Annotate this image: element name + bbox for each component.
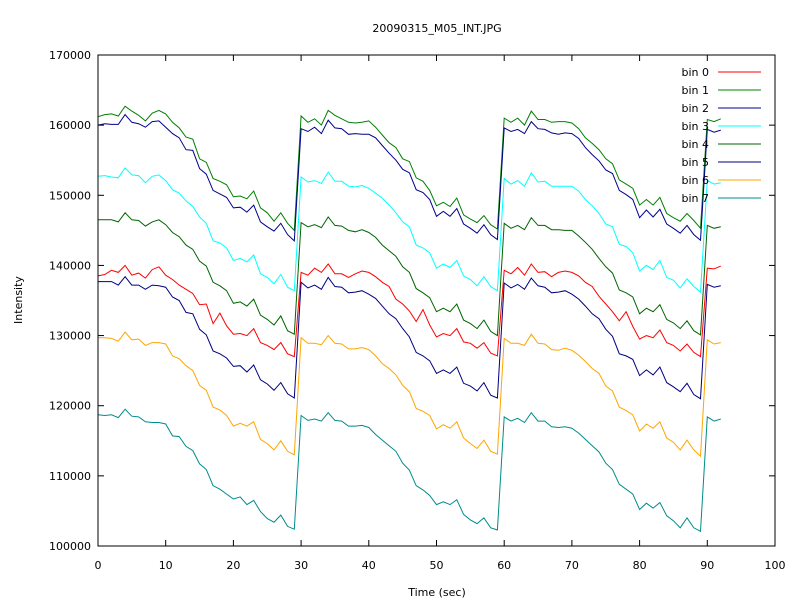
legend-label-bin-1: bin 1 <box>681 84 709 97</box>
series-line-bin-1 <box>97 105 721 232</box>
legend-label-bin-2: bin 2 <box>681 102 709 115</box>
series-line-bin-7 <box>97 408 721 533</box>
legend-label-bin-5: bin 5 <box>681 156 709 169</box>
x-tick-label: 40 <box>362 559 376 572</box>
series-layer <box>97 105 721 533</box>
x-tick-label: 10 <box>159 559 173 572</box>
legend-label-bin-0: bin 0 <box>681 66 709 79</box>
legend-label-bin-6: bin 6 <box>681 174 709 187</box>
legend-label-bin-4: bin 4 <box>681 138 709 151</box>
series-line-bin-4 <box>98 212 721 337</box>
x-tick-label: 20 <box>226 559 240 572</box>
x-tick-label: 90 <box>700 559 714 572</box>
axes: 0 10 20 30 40 50 60 70 80 90 100 100000 110000 120000… <box>49 49 786 572</box>
series-line-bin-2 <box>97 113 721 242</box>
series-line-bin-3 <box>97 167 721 294</box>
x-tick-label: 80 <box>633 559 647 572</box>
series-line-bin-0 <box>97 263 721 358</box>
x-axis-label: Time (sec) <box>407 586 466 599</box>
x-tick-label: 50 <box>430 559 444 572</box>
series-line-bin-5 <box>98 275 721 400</box>
legend-label-bin-7: bin 7 <box>681 192 709 205</box>
plot-frame <box>97 54 776 547</box>
y-tick-label: 140000 <box>49 259 91 272</box>
legend-label-bin-3: bin 3 <box>681 120 709 133</box>
y-tick-label: 160000 <box>49 119 91 132</box>
y-tick-label: 120000 <box>49 400 91 413</box>
y-tick-label: 100000 <box>49 540 91 553</box>
chart-title: 20090315_M05_INT.JPG <box>372 22 501 35</box>
x-tick-label: 30 <box>294 559 308 572</box>
x-tick-label: 60 <box>497 559 511 572</box>
y-tick-label: 130000 <box>49 330 91 343</box>
y-axis-label: Intensity <box>12 276 25 324</box>
series-line-bin-6 <box>98 331 721 458</box>
y-tick-label: 170000 <box>49 49 91 62</box>
x-tick-label: 0 <box>95 559 102 572</box>
y-tick-label: 110000 <box>49 470 91 483</box>
y-tick-label: 150000 <box>49 189 91 202</box>
legend: bin 0 bin 1 bin 2 bin 3 bin 4 bin 5 bin 6 bin 7 <box>681 66 761 205</box>
x-tick-label: 100 <box>765 559 786 572</box>
x-tick-label: 70 <box>565 559 579 572</box>
